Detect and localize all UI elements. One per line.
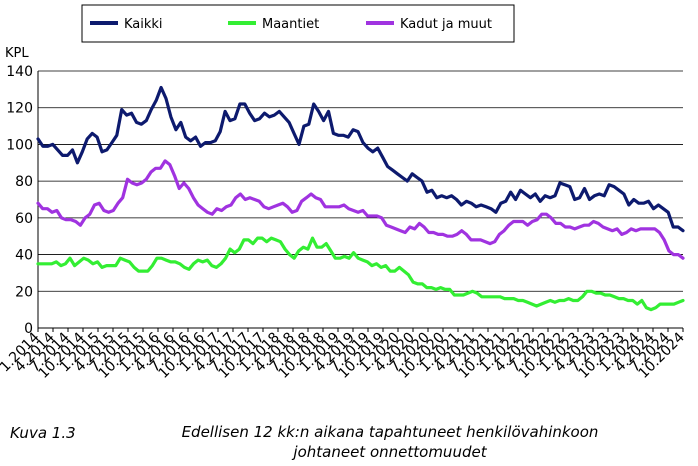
y-tick-label: 120 bbox=[6, 101, 33, 117]
legend-label: Kaikki bbox=[124, 17, 163, 32]
y-tick-label: 80 bbox=[15, 174, 33, 190]
legend-box bbox=[81, 4, 515, 43]
series-line-maantiet bbox=[36, 236, 685, 312]
y-tick-label: 60 bbox=[15, 211, 33, 227]
legend-label: Kadut ja muut bbox=[400, 17, 492, 32]
caption-line-1: Edellisen 12 kk:n aikana tapahtuneet hen… bbox=[181, 423, 599, 441]
y-tick-label: 140 bbox=[6, 64, 33, 80]
x-ticks: 1.20144.20147.201410.20141.20154.20157.2… bbox=[0, 328, 688, 382]
y-tick-label: 100 bbox=[6, 137, 33, 153]
chart-svg: Kaikki Maantiet Kadut ja muut KPL 0 20 40 60 8… bbox=[0, 4, 688, 382]
y-tick-label: 40 bbox=[15, 248, 33, 264]
caption-line-2: johtaneet onnettomuudet bbox=[293, 443, 487, 461]
series-lines bbox=[36, 85, 685, 312]
legend: Kaikki Maantiet Kadut ja muut bbox=[90, 17, 492, 32]
figure-caption: Edellisen 12 kk:n aikana tapahtuneet hen… bbox=[120, 422, 660, 462]
chart: Kaikki Maantiet Kadut ja muut KPL 0 20 40 60 8… bbox=[0, 4, 688, 382]
series-line-kadut-ja-muut bbox=[36, 159, 685, 260]
y-tick-label: 0 bbox=[24, 321, 33, 337]
grid bbox=[37, 70, 683, 329]
y-axis-label: KPL bbox=[5, 46, 29, 61]
legend-label: Maantiet bbox=[262, 17, 319, 32]
y-ticks: 0 20 40 60 80 100 120 140 bbox=[6, 64, 33, 337]
figure-number: Kuva 1.3 bbox=[10, 424, 76, 442]
series-line-kaikki bbox=[36, 85, 685, 233]
y-tick-label: 20 bbox=[15, 284, 33, 300]
